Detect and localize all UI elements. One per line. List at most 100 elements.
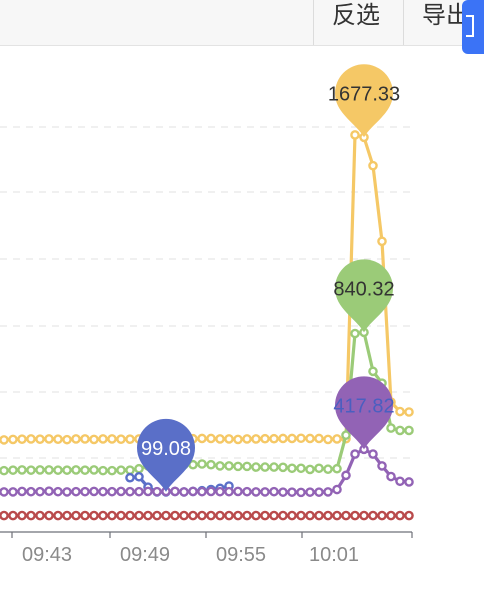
data-point[interactable] [243, 512, 250, 519]
data-point[interactable] [297, 512, 304, 519]
data-point[interactable] [360, 512, 367, 519]
data-point[interactable] [243, 488, 250, 495]
data-point[interactable] [126, 512, 133, 519]
data-point[interactable] [405, 512, 412, 519]
data-point[interactable] [144, 488, 151, 495]
data-point[interactable] [27, 488, 34, 495]
data-point[interactable] [405, 408, 412, 415]
data-point[interactable] [270, 512, 277, 519]
data-point[interactable] [270, 463, 277, 470]
data-point[interactable] [324, 488, 331, 495]
data-point[interactable] [54, 512, 61, 519]
data-point[interactable] [315, 489, 322, 496]
data-point[interactable] [135, 512, 142, 519]
data-point[interactable] [279, 512, 286, 519]
data-point[interactable] [18, 512, 25, 519]
data-point[interactable] [234, 512, 241, 519]
data-point[interactable] [270, 488, 277, 495]
data-point[interactable] [261, 463, 268, 470]
data-point[interactable] [81, 488, 88, 495]
data-point[interactable] [90, 466, 97, 473]
data-point[interactable] [234, 436, 241, 443]
data-point[interactable] [297, 489, 304, 496]
data-point[interactable] [189, 512, 196, 519]
data-point[interactable] [0, 467, 7, 474]
data-point[interactable] [279, 435, 286, 442]
data-point[interactable] [369, 368, 376, 375]
data-point[interactable] [207, 435, 214, 442]
data-point[interactable] [81, 512, 88, 519]
data-point[interactable] [261, 512, 268, 519]
data-point[interactable] [189, 488, 196, 495]
data-point[interactable] [369, 162, 376, 169]
data-point[interactable] [9, 467, 16, 474]
data-point[interactable] [108, 435, 115, 442]
data-point[interactable] [108, 512, 115, 519]
data-point[interactable] [288, 435, 295, 442]
data-point[interactable] [180, 488, 187, 495]
data-point[interactable] [117, 467, 124, 474]
data-point[interactable] [405, 427, 412, 434]
data-point[interactable] [297, 435, 304, 442]
data-point[interactable] [306, 466, 313, 473]
data-point[interactable] [387, 512, 394, 519]
data-point[interactable] [225, 462, 232, 469]
data-point[interactable] [108, 467, 115, 474]
data-point[interactable] [387, 424, 394, 431]
data-point[interactable] [27, 435, 34, 442]
data-point[interactable] [144, 512, 151, 519]
data-point[interactable] [54, 488, 61, 495]
data-point[interactable] [36, 466, 43, 473]
data-point[interactable] [135, 488, 142, 495]
data-point[interactable] [99, 512, 106, 519]
data-point[interactable] [99, 488, 106, 495]
data-point[interactable] [270, 435, 277, 442]
data-point[interactable] [396, 478, 403, 485]
data-point[interactable] [126, 436, 133, 443]
data-point[interactable] [378, 512, 385, 519]
data-point[interactable] [81, 467, 88, 474]
data-point[interactable] [63, 512, 70, 519]
data-point[interactable] [351, 330, 358, 337]
data-point[interactable] [171, 512, 178, 519]
data-point[interactable] [252, 435, 259, 442]
data-point[interactable] [225, 512, 232, 519]
data-point[interactable] [198, 435, 205, 442]
data-point[interactable] [54, 436, 61, 443]
data-point[interactable] [90, 436, 97, 443]
data-point[interactable] [378, 238, 385, 245]
data-point[interactable] [333, 435, 340, 442]
data-point[interactable] [117, 488, 124, 495]
data-point[interactable] [243, 463, 250, 470]
data-point[interactable] [297, 465, 304, 472]
data-point[interactable] [126, 474, 133, 481]
data-point[interactable] [171, 488, 178, 495]
data-point[interactable] [315, 435, 322, 442]
data-point[interactable] [63, 436, 70, 443]
data-point[interactable] [54, 467, 61, 474]
data-point[interactable] [126, 467, 133, 474]
data-point[interactable] [117, 436, 124, 443]
data-point[interactable] [117, 512, 124, 519]
data-point[interactable] [351, 512, 358, 519]
data-point[interactable] [90, 512, 97, 519]
data-point[interactable] [63, 467, 70, 474]
data-point[interactable] [342, 512, 349, 519]
data-point[interactable] [216, 462, 223, 469]
data-point[interactable] [279, 489, 286, 496]
data-point[interactable] [27, 467, 34, 474]
data-point[interactable] [153, 488, 160, 495]
data-point[interactable] [45, 466, 52, 473]
data-point[interactable] [243, 435, 250, 442]
data-point[interactable] [315, 465, 322, 472]
data-point[interactable] [45, 512, 52, 519]
data-point[interactable] [216, 435, 223, 442]
data-point[interactable] [18, 488, 25, 495]
data-point[interactable] [0, 436, 7, 443]
data-point[interactable] [234, 488, 241, 495]
data-point[interactable] [126, 488, 133, 495]
data-point[interactable] [396, 427, 403, 434]
data-point[interactable] [252, 488, 259, 495]
data-point[interactable] [342, 472, 349, 479]
data-point[interactable] [36, 512, 43, 519]
